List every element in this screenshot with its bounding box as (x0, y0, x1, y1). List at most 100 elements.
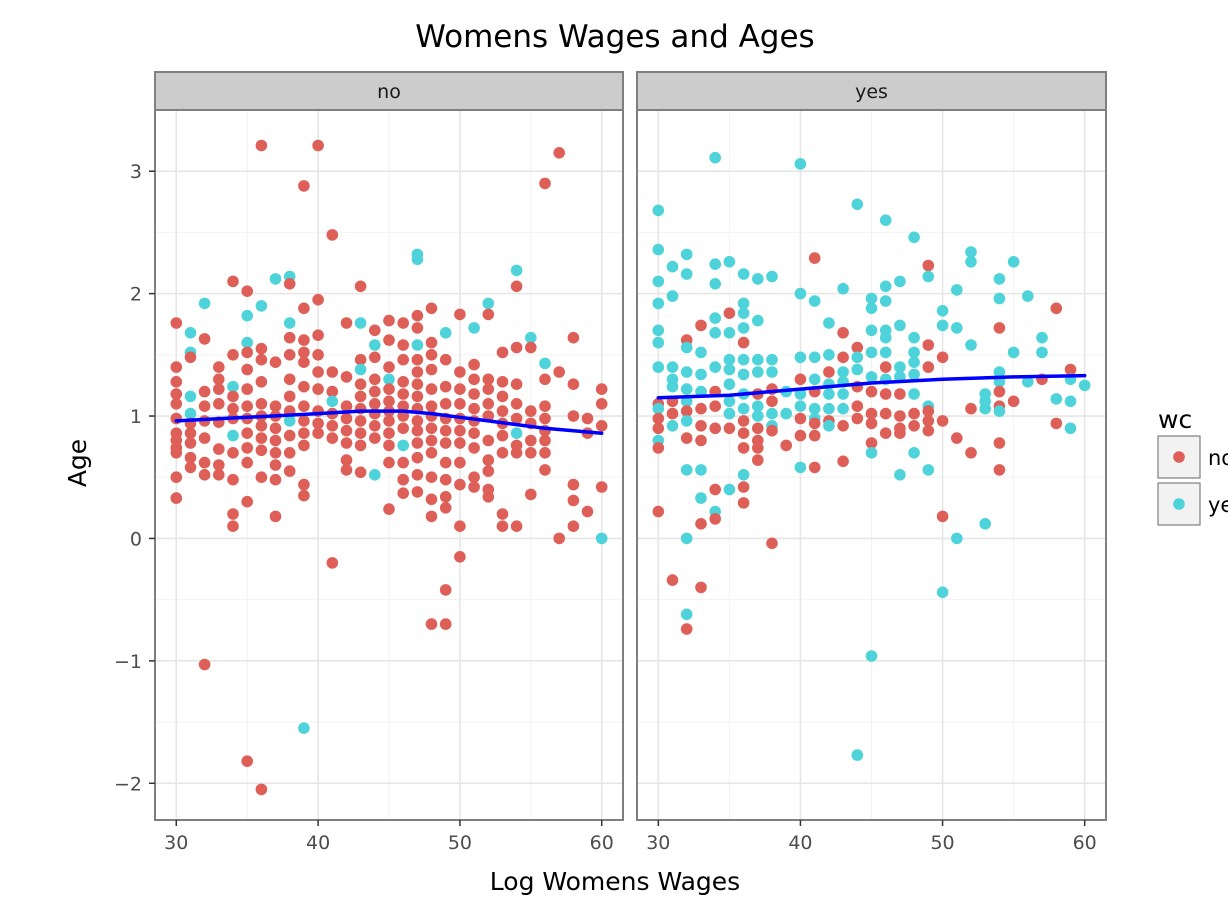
data-point-yes (723, 378, 736, 391)
legend-title: wc (1158, 405, 1192, 434)
data-point-no (496, 405, 509, 417)
data-point-no (496, 447, 509, 459)
data-point-yes (326, 395, 339, 408)
data-point-yes (680, 464, 693, 476)
data-point-no (482, 434, 495, 447)
data-point-yes (865, 447, 878, 459)
data-point-yes (241, 336, 253, 349)
data-point-no (298, 400, 310, 413)
legend-key-marker (1173, 451, 1185, 463)
data-point-yes (752, 353, 764, 366)
data-point-yes (666, 420, 679, 432)
data-point-no (425, 363, 438, 376)
data-point-no (851, 400, 864, 413)
data-point-no (539, 373, 551, 386)
data-point-no (411, 378, 424, 391)
data-point-no (752, 442, 764, 454)
data-point-yes (510, 427, 523, 440)
x-tick-label: 30 (646, 832, 670, 854)
data-point-no (397, 388, 410, 400)
data-point-no (468, 471, 480, 484)
data-point-yes (298, 722, 310, 734)
data-point-yes (269, 273, 282, 285)
data-point-no (894, 388, 906, 400)
data-point-yes (894, 319, 906, 332)
data-point-no (411, 415, 424, 427)
data-point-yes (411, 339, 424, 351)
data-points (170, 139, 608, 796)
data-point-no (411, 353, 424, 366)
data-point-no (397, 353, 410, 366)
data-point-yes (865, 371, 878, 383)
data-point-yes (666, 380, 679, 393)
data-point-no (993, 322, 1006, 334)
data-point-no (510, 378, 523, 391)
data-point-no (510, 520, 523, 532)
data-point-yes (680, 341, 693, 354)
data-point-no (269, 356, 282, 369)
data-point-no (723, 422, 736, 435)
data-point-no (340, 412, 353, 425)
data-point-no (312, 349, 324, 361)
data-point-no (737, 336, 750, 349)
data-point-no (439, 456, 452, 469)
data-point-no (425, 349, 438, 361)
data-point-yes (652, 361, 665, 373)
data-point-no (397, 473, 410, 486)
data-point-yes (908, 447, 920, 459)
data-point-yes (879, 295, 892, 307)
data-point-yes (680, 268, 693, 280)
data-point-yes (766, 270, 778, 283)
data-point-yes (198, 297, 211, 310)
data-point-no (213, 398, 225, 410)
data-point-yes (936, 319, 949, 332)
y-axis: −2 −1 0 1 2 3 (114, 161, 155, 795)
data-point-yes (922, 270, 935, 283)
data-point-yes (539, 357, 551, 370)
data-point-yes (354, 317, 367, 329)
data-point-no (894, 427, 906, 440)
data-point-no (510, 447, 523, 459)
data-point-no (411, 469, 424, 481)
data-point-no (312, 366, 324, 378)
data-point-yes (993, 405, 1006, 417)
data-point-no (567, 520, 580, 532)
data-point-no (170, 361, 183, 373)
data-point-yes (709, 258, 721, 271)
data-point-no (879, 427, 892, 440)
data-point-no (425, 493, 438, 506)
data-point-no (808, 429, 821, 442)
data-point-yes (595, 532, 608, 545)
data-point-yes (737, 322, 750, 334)
data-point-no (184, 351, 197, 364)
data-point-no (553, 147, 565, 159)
data-point-yes (936, 305, 949, 317)
data-point-no (737, 442, 750, 454)
data-point-no (198, 658, 211, 671)
data-point-no (993, 464, 1006, 476)
data-point-no (397, 400, 410, 413)
data-point-yes (354, 363, 367, 376)
data-point-yes (184, 407, 197, 420)
data-point-no (865, 385, 878, 398)
data-point-yes (652, 204, 665, 217)
data-point-no (1064, 363, 1077, 376)
data-point-no (255, 471, 268, 484)
data-point-no (454, 424, 466, 437)
data-point-yes (1064, 422, 1077, 435)
data-point-yes (184, 327, 197, 339)
legend: wc no yes (1157, 405, 1228, 526)
data-point-no (922, 415, 935, 427)
data-point-no (227, 508, 239, 520)
data-point-no (794, 412, 807, 425)
data-point-no (283, 331, 296, 344)
data-point-no (340, 371, 353, 383)
data-point-yes (723, 327, 736, 339)
data-point-no (439, 424, 452, 437)
data-point-yes (411, 253, 424, 266)
data-point-no (525, 405, 537, 417)
data-point-no (227, 402, 239, 415)
data-point-no (298, 427, 310, 440)
data-point-no (326, 229, 339, 241)
data-point-yes (666, 260, 679, 273)
